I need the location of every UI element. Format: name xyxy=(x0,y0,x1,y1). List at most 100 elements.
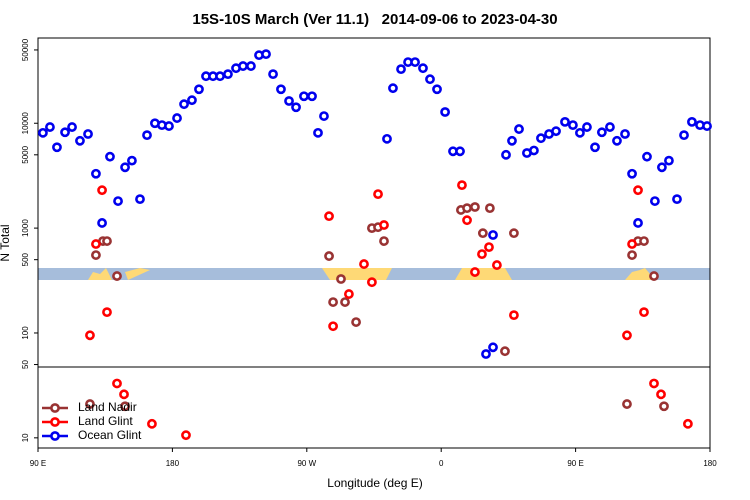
legend-label: Land Nadir xyxy=(78,400,137,414)
data-point xyxy=(91,168,101,179)
land-strip xyxy=(625,268,655,280)
data-point xyxy=(187,95,197,106)
data-point xyxy=(324,251,334,261)
land-strip xyxy=(455,268,512,280)
land-strip xyxy=(125,268,150,280)
data-point xyxy=(596,127,607,138)
data-point xyxy=(172,113,182,123)
data-point xyxy=(359,259,369,269)
data-point xyxy=(649,378,659,389)
data-point xyxy=(582,122,592,132)
data-point xyxy=(351,317,361,327)
data-point xyxy=(605,122,615,132)
data-point xyxy=(38,127,48,138)
y-tick-label: 500 xyxy=(21,252,30,266)
data-point xyxy=(215,71,225,82)
data-point xyxy=(45,122,55,132)
data-point xyxy=(575,127,585,138)
y-axis-label: N Total xyxy=(0,224,12,261)
data-point xyxy=(328,297,338,307)
y-tick-label: 10 xyxy=(21,433,30,442)
data-point xyxy=(649,196,660,206)
data-point xyxy=(590,142,600,153)
land-strip xyxy=(322,268,392,280)
legend-marker xyxy=(50,417,60,427)
data-point xyxy=(702,121,712,131)
data-point xyxy=(484,203,495,214)
data-point xyxy=(529,145,539,156)
data-point xyxy=(551,126,561,137)
data-point xyxy=(102,307,112,318)
data-point xyxy=(382,133,392,144)
data-point xyxy=(627,250,637,260)
data-point xyxy=(492,260,502,270)
data-point xyxy=(501,149,511,160)
data-point xyxy=(639,307,649,318)
data-point xyxy=(276,84,286,95)
plot-frame xyxy=(37,37,711,449)
data-point xyxy=(633,185,643,196)
data-point xyxy=(388,83,398,94)
x-tick-label: 180 xyxy=(703,459,717,468)
data-point xyxy=(313,127,323,138)
data-point xyxy=(484,242,494,253)
data-point xyxy=(135,194,145,205)
legend-label: Ocean Glint xyxy=(78,428,142,442)
data-point xyxy=(52,142,62,153)
data-point xyxy=(119,389,129,400)
data-point xyxy=(147,418,157,429)
data-point xyxy=(336,274,346,284)
data-point xyxy=(60,127,70,138)
data-point xyxy=(432,84,442,95)
data-point xyxy=(622,399,632,409)
data-point xyxy=(687,116,697,127)
data-point xyxy=(481,349,491,359)
data-point xyxy=(639,236,649,246)
data-point xyxy=(560,116,570,127)
data-point xyxy=(83,129,93,139)
data-point xyxy=(657,162,667,173)
data-point xyxy=(514,124,524,134)
data-point xyxy=(379,236,389,246)
data-point xyxy=(410,57,420,67)
x-axis-label: Longitude (deg E) xyxy=(327,476,422,490)
data-point xyxy=(268,69,278,80)
data-point xyxy=(120,401,130,412)
data-point xyxy=(291,102,301,113)
data-point xyxy=(488,342,498,353)
data-point xyxy=(507,135,517,146)
data-point xyxy=(509,228,519,239)
data-point xyxy=(477,228,488,239)
data-point xyxy=(127,155,137,166)
data-point xyxy=(536,133,546,144)
y-tick-label: 5000 xyxy=(21,145,30,163)
x-tick-label: 90 E xyxy=(30,459,46,468)
data-point xyxy=(223,69,233,80)
data-point xyxy=(120,162,130,173)
data-point xyxy=(664,155,674,166)
data-point xyxy=(455,146,465,157)
data-point xyxy=(425,74,435,85)
data-point xyxy=(246,61,256,71)
data-point xyxy=(319,111,329,121)
data-point xyxy=(261,49,271,60)
data-point xyxy=(367,277,377,288)
data-point xyxy=(85,330,95,341)
data-point xyxy=(91,250,101,260)
data-point xyxy=(181,430,191,441)
data-point xyxy=(284,96,294,106)
data-point xyxy=(85,399,95,409)
data-point xyxy=(97,185,107,196)
data-point xyxy=(462,203,472,214)
data-point xyxy=(659,401,669,412)
data-point xyxy=(373,189,383,200)
data-point xyxy=(672,194,682,205)
data-point xyxy=(470,267,480,277)
legend-marker xyxy=(50,403,60,413)
y-tick-label: 100 xyxy=(21,326,30,340)
data-point xyxy=(102,236,112,246)
y-tick-label: 10000 xyxy=(21,112,30,135)
legend-marker xyxy=(50,431,60,441)
x-tick-label: 90 E xyxy=(567,459,583,468)
